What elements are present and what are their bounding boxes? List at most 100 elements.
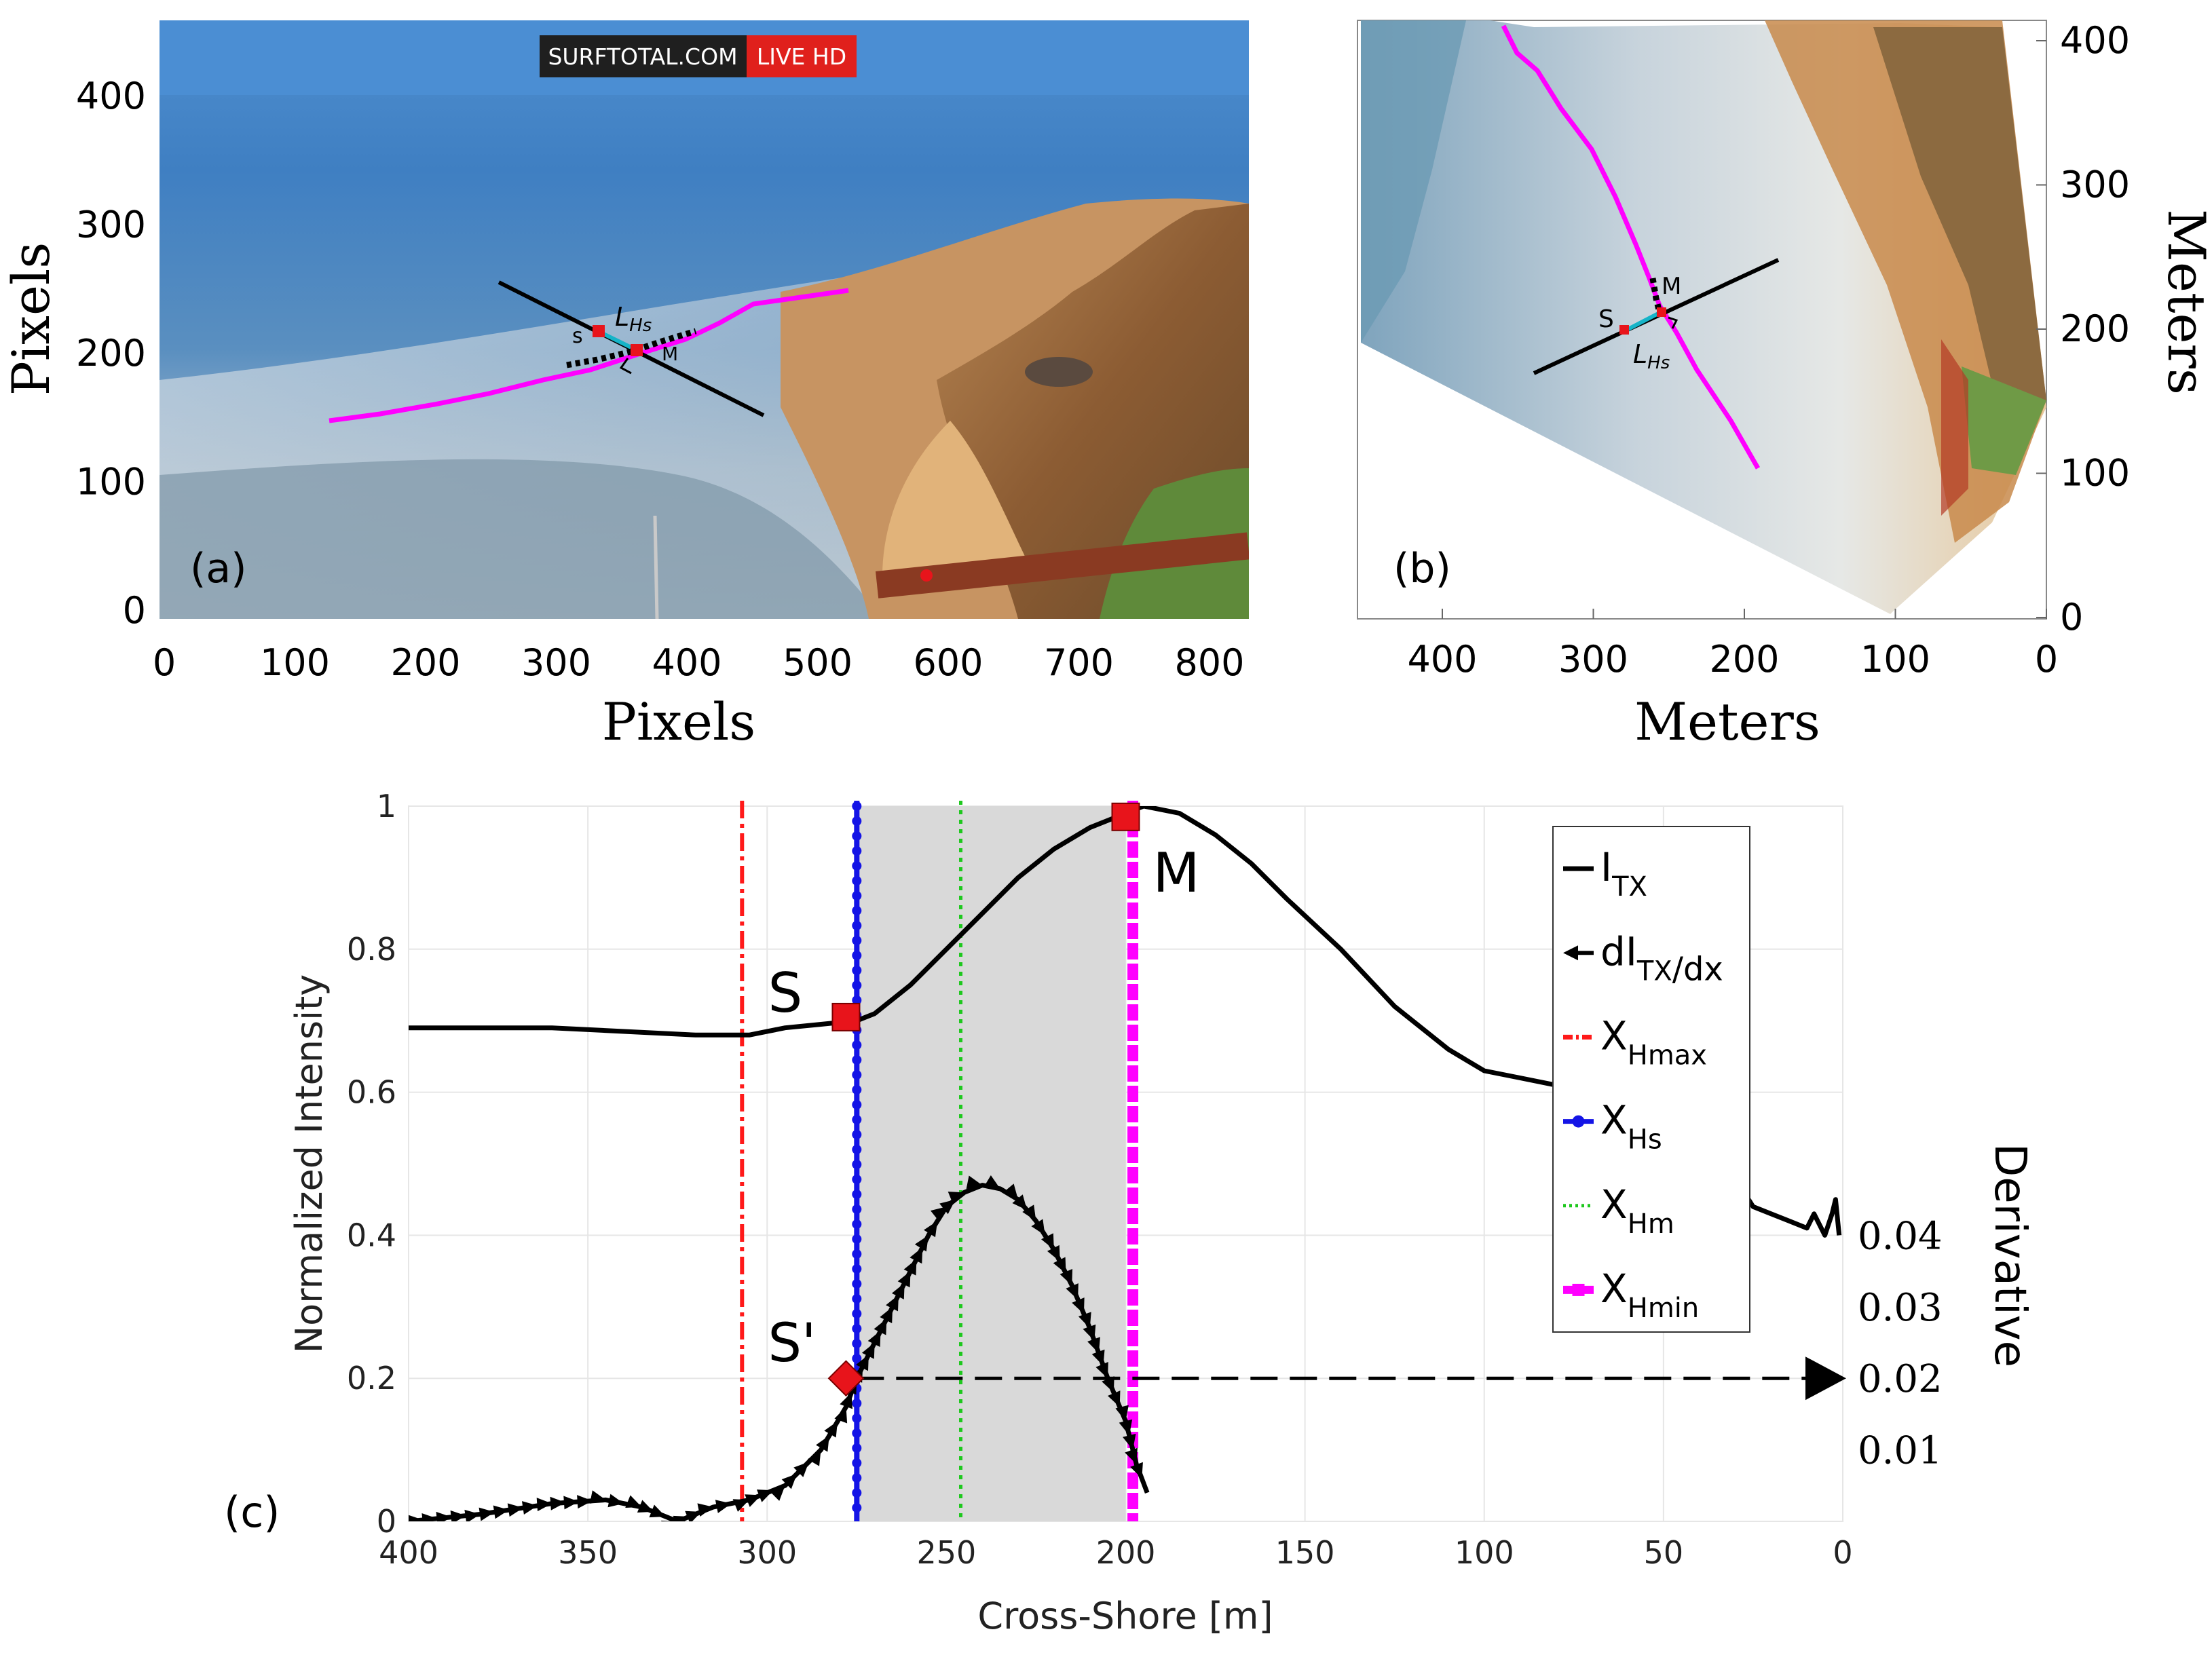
- derivative-marker: [910, 1247, 923, 1264]
- panel-c-y-tick-label: 0: [377, 1503, 396, 1540]
- derivative-marker: [781, 1473, 798, 1489]
- vline-xhs-dot: [852, 1488, 862, 1498]
- derivative-marker: [1119, 1419, 1133, 1436]
- derivative-marker: [1066, 1283, 1079, 1300]
- derivative-marker: [732, 1499, 749, 1512]
- legend-label: XHm: [1600, 1181, 1674, 1240]
- panel-b-label: (b): [1393, 545, 1451, 592]
- derivative-marker: [983, 1175, 1000, 1189]
- derivative-marker: [536, 1498, 552, 1512]
- derivative-marker: [637, 1500, 654, 1513]
- vline-xhs-dot: [852, 891, 862, 900]
- vline-xhs-dot: [852, 876, 862, 886]
- banner-live-text: LIVE HD: [757, 43, 846, 70]
- vline-xhs-dot: [852, 1100, 862, 1109]
- derivative-marker: [1031, 1219, 1045, 1236]
- legend-symbol: [1563, 945, 1594, 961]
- panel-a-x-tick-label: 500: [783, 641, 852, 684]
- vline-xhs-dot: [852, 1354, 862, 1363]
- vline-xhs-dot: [852, 831, 862, 841]
- derivative-marker: [856, 1354, 869, 1371]
- point-m-marker-b: [1657, 307, 1666, 317]
- panel-b-x-tick-label: 100: [1860, 638, 1930, 681]
- legend-label: XHmax: [1600, 1012, 1707, 1071]
- derivative-marker: [1053, 1257, 1066, 1274]
- derivative-marker: [924, 1221, 938, 1238]
- derivative-marker: [479, 1507, 495, 1521]
- vline-xhs-dot: [852, 1145, 862, 1154]
- vline-xhs-dot: [852, 1115, 862, 1124]
- vline-xhs-dot: [852, 861, 862, 871]
- derivative-marker: [1022, 1204, 1036, 1221]
- vline-xhs-dot: [852, 1219, 862, 1229]
- panel-b-frame: [1357, 20, 2047, 620]
- panel-b-map: [1361, 20, 2046, 614]
- derivative-marker: [816, 1435, 829, 1452]
- panel-a-x-tick-label: 0: [153, 641, 176, 684]
- derivative-marker: [1123, 1433, 1136, 1450]
- derivative-marker: [1047, 1244, 1060, 1261]
- panel-a-x-tick-label: 100: [260, 641, 330, 684]
- panel-c-y-tick-label: 0.8: [347, 931, 396, 968]
- derivative-marker: [793, 1462, 809, 1477]
- derivative-marker: [1041, 1233, 1054, 1250]
- panel-c-x-tick-label: 100: [1455, 1534, 1514, 1571]
- panel-a-overlay: s M LHs: [329, 280, 849, 423]
- panel-c-markers: S M S': [768, 802, 1200, 1397]
- panel-a-x-tick-label: 300: [521, 641, 591, 684]
- vline-xhs-dot: [852, 1413, 862, 1423]
- vline-xhs-dot: [852, 1443, 862, 1453]
- derivative-marker: [840, 1392, 853, 1409]
- derivative-marker: [685, 1510, 702, 1521]
- vline-xhs-dot: [852, 846, 862, 856]
- right-angle-b: [1668, 316, 1679, 329]
- vline-xhs-dot: [852, 995, 862, 1005]
- derivative-marker: [550, 1496, 566, 1510]
- point-m-marker-a: [631, 344, 643, 356]
- legend-symbol: [1563, 1283, 1594, 1296]
- panel-c-y2-tick-label: 0.04: [1858, 1214, 1943, 1258]
- vline-xhs-dot: [852, 921, 862, 930]
- derivative-marker: [450, 1510, 466, 1521]
- vline-xhs-dot: [852, 1473, 862, 1483]
- vline-xhs-dot: [852, 1294, 862, 1304]
- derivative-marker: [589, 1490, 606, 1504]
- panel-c-xlabel: Cross-Shore [m]: [977, 1595, 1273, 1637]
- panel-b-x-tick-label: 400: [1407, 638, 1477, 681]
- vline-xhs-dot: [852, 1399, 862, 1408]
- panel-c-x-tick-label: 350: [558, 1534, 618, 1571]
- derivative-marker: [464, 1509, 481, 1521]
- derivative-marker: [421, 1513, 438, 1521]
- marker-m: [1111, 802, 1140, 831]
- vline-xhs-dot: [852, 906, 862, 915]
- derivative-marker: [891, 1282, 905, 1299]
- derivative-marker: [770, 1485, 785, 1501]
- vline-xhs-dot: [852, 1085, 862, 1095]
- derivative-marker: [1091, 1349, 1105, 1366]
- panel-c-x-ticks: 400 350 300 250 200 150 100 50 0: [379, 1534, 1853, 1571]
- derivative-marker: [577, 1495, 593, 1509]
- vline-xhs-dot: [852, 1339, 862, 1348]
- panel-c-y2-ticks: 0.01 0.02 0.03 0.04: [1858, 1214, 1943, 1472]
- panel-a-xlabel: Pixels: [602, 691, 756, 752]
- vline-xhs-dot: [852, 1264, 862, 1274]
- lhs-label-b: LHs: [1633, 339, 1670, 373]
- point-s-label-b: S: [1598, 305, 1614, 333]
- vline-xhs-dot: [852, 1249, 862, 1259]
- vline-xhs-dot: [852, 801, 862, 811]
- panel-b-overlay: S M LHs: [1501, 24, 1780, 470]
- panel-c-x-tick-label: 0: [1833, 1534, 1852, 1571]
- derivative-marker: [673, 1515, 690, 1521]
- derivative-marker: [1012, 1194, 1028, 1211]
- derivative-marker: [1125, 1447, 1138, 1464]
- derivative-marker: [886, 1295, 899, 1312]
- vline-xhs-dot: [852, 1190, 862, 1199]
- panel-c-vertical-lines: [740, 801, 1139, 1521]
- derivative-arrow: [857, 1356, 1846, 1401]
- panel-b-y-tick-label: 300: [2060, 164, 2130, 206]
- marker-s: [831, 1002, 861, 1031]
- point-m-label-b: M: [1662, 273, 1681, 300]
- panel-a-photo: [160, 20, 1249, 619]
- vline-xhs-dot: [852, 981, 862, 990]
- point-s-label-a: s: [572, 324, 583, 348]
